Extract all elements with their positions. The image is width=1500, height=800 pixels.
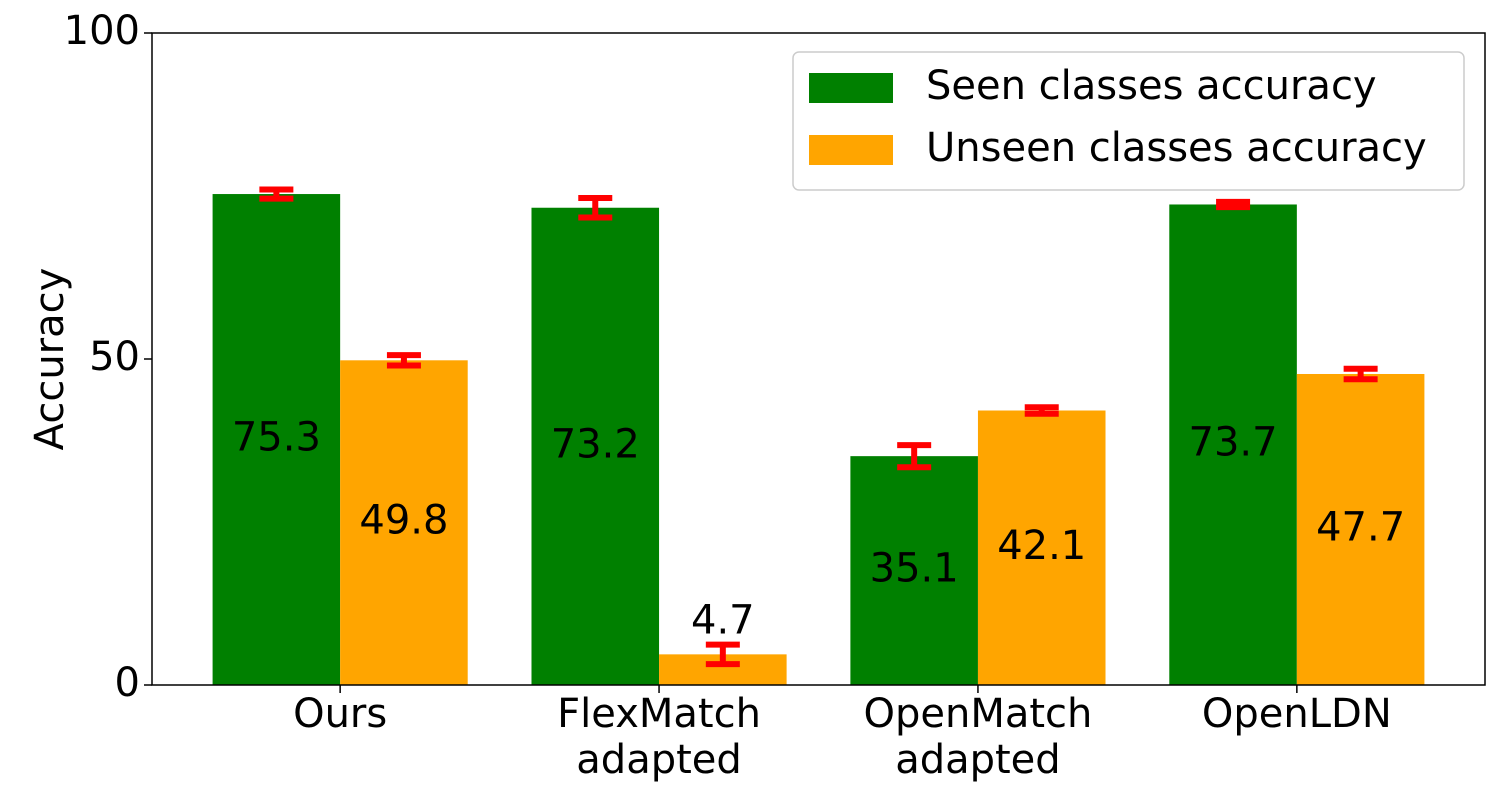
legend-label: Seen classes accuracy (926, 63, 1377, 109)
bar (531, 207, 660, 685)
error-bar (259, 186, 294, 202)
y-tick-label: 50 (89, 334, 140, 380)
error-bar (1024, 404, 1059, 417)
error-bar (578, 194, 613, 221)
legend-swatch (809, 73, 893, 103)
error-bar (705, 641, 740, 668)
value-label: 4.7 (691, 598, 755, 644)
y-axis-label: Accuracy (27, 268, 73, 451)
x-tick-label: Ours (293, 691, 387, 737)
x-tick-label: OpenMatch adapted (864, 691, 1093, 783)
error-bar (1216, 198, 1251, 211)
value-label: 35.1 (870, 546, 959, 592)
bar (1169, 204, 1297, 685)
value-label: 49.8 (359, 498, 448, 544)
legend-label: Unseen classes accuracy (926, 125, 1427, 171)
value-label: 73.7 (1189, 420, 1278, 466)
y-tick-label: 0 (115, 660, 140, 706)
bar (212, 194, 341, 685)
legend-box (792, 51, 1465, 191)
bar (1296, 373, 1425, 685)
bar (977, 410, 1106, 685)
value-label: 73.2 (551, 421, 640, 467)
error-bar (386, 352, 421, 369)
x-tick-label: OpenLDN (1202, 691, 1392, 737)
error-bar (897, 442, 932, 471)
legend-swatch (809, 135, 893, 165)
value-label: 47.7 (1316, 504, 1405, 550)
value-label: 75.3 (232, 415, 321, 461)
error-bar (1343, 365, 1378, 383)
bar (850, 456, 978, 685)
y-tick-label: 100 (64, 8, 140, 54)
plot-frame (151, 32, 1486, 686)
value-label: 42.1 (997, 523, 1086, 569)
bar (340, 360, 468, 685)
x-tick-label: FlexMatch adapted (557, 691, 761, 783)
